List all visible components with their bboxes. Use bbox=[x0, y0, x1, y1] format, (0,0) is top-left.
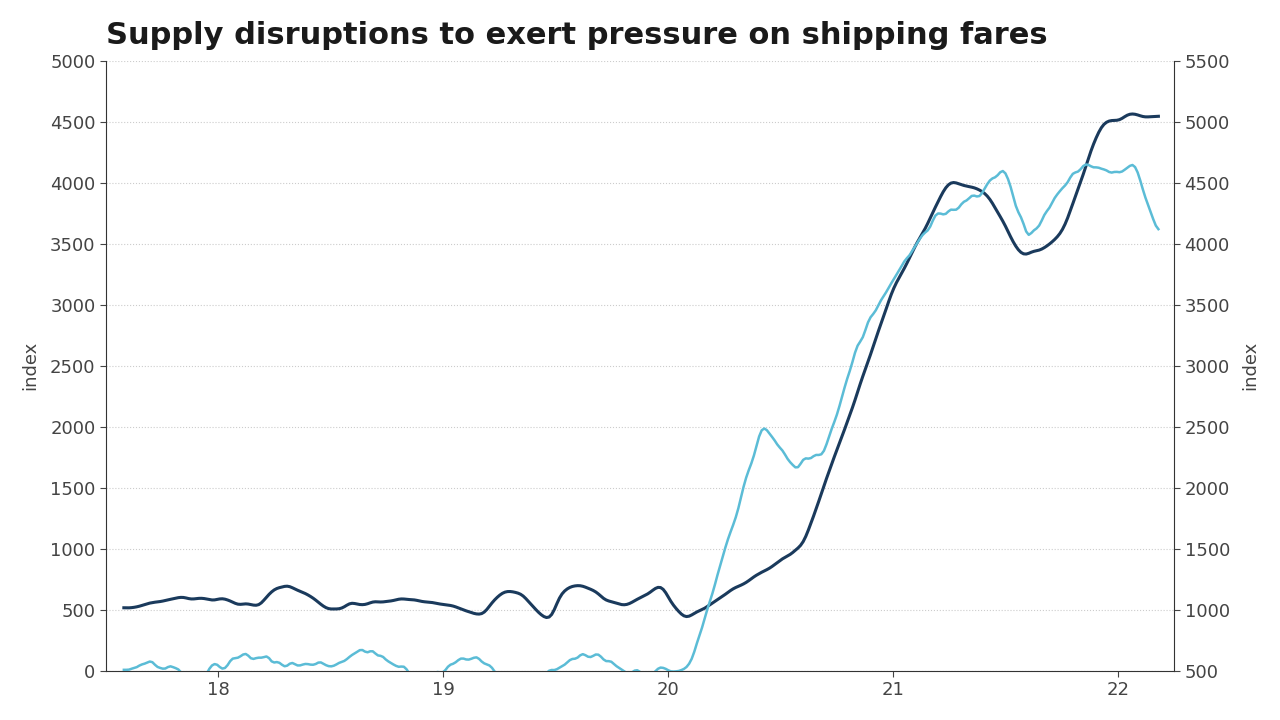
Text: Supply disruptions to exert pressure on shipping fares: Supply disruptions to exert pressure on … bbox=[106, 21, 1047, 50]
Y-axis label: index: index bbox=[20, 341, 38, 390]
Y-axis label: index: index bbox=[1242, 341, 1260, 390]
